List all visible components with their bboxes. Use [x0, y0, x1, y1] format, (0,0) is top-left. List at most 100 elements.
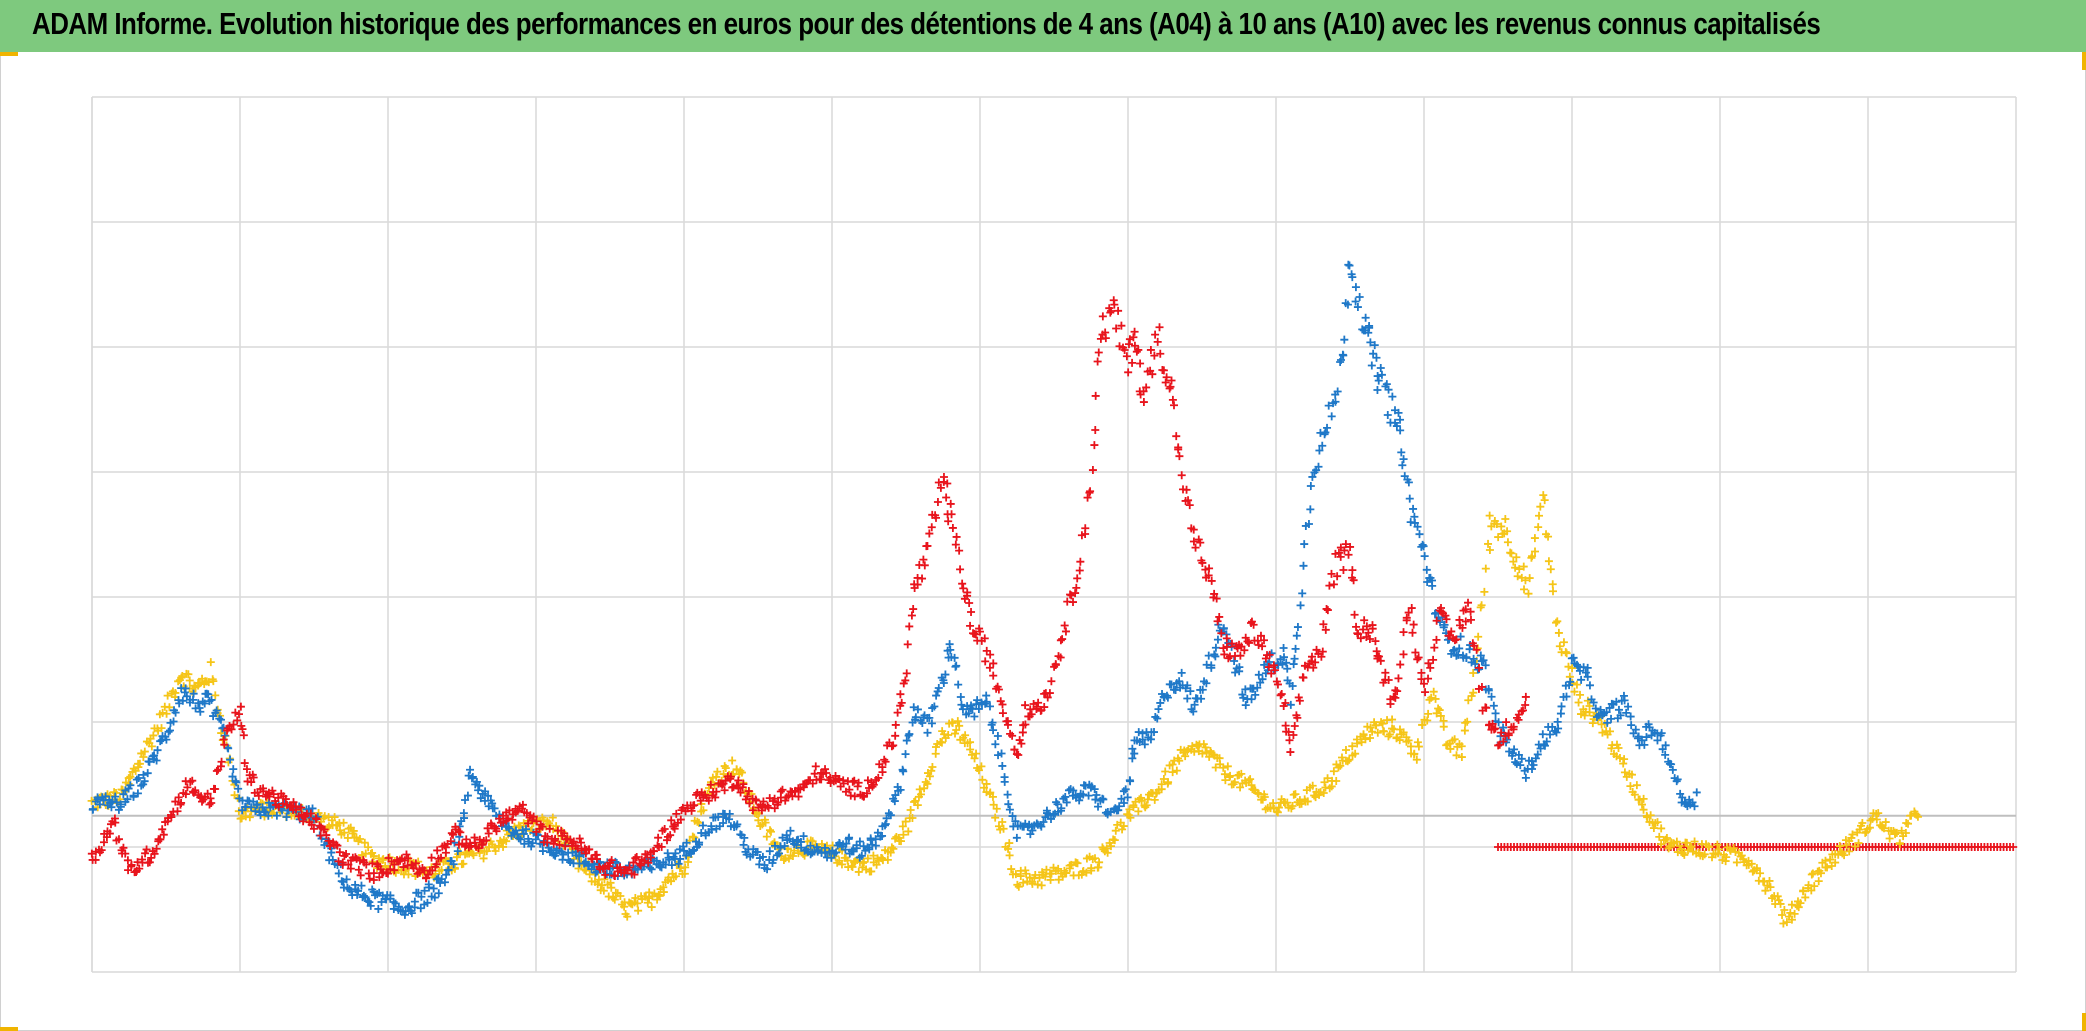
- yellow-marker: [1525, 574, 1534, 583]
- yellow-marker: [1614, 744, 1623, 753]
- red-marker: [1040, 703, 1049, 712]
- blue-marker: [111, 792, 120, 801]
- blue-marker: [1314, 462, 1323, 471]
- blue-marker: [775, 849, 784, 858]
- red-marker: [369, 875, 378, 884]
- red-marker: [734, 784, 743, 793]
- red-marker: [654, 833, 663, 842]
- red-marker: [736, 788, 745, 797]
- blue-marker: [1177, 668, 1186, 677]
- yellow-marker: [953, 717, 962, 726]
- red-marker: [942, 493, 951, 502]
- blue-marker: [857, 851, 866, 860]
- red-marker: [1289, 730, 1298, 739]
- blue-marker: [1239, 693, 1248, 702]
- yellow-marker: [1481, 564, 1490, 573]
- blue-marker: [871, 841, 880, 850]
- yellow-marker: [906, 805, 915, 814]
- red-marker: [1075, 566, 1084, 575]
- yellow-marker: [1539, 491, 1548, 500]
- blue-marker: [1373, 372, 1382, 381]
- yellow-marker: [1431, 694, 1440, 703]
- red-marker: [1386, 700, 1395, 709]
- blue-marker: [901, 750, 910, 759]
- blue-marker: [927, 719, 936, 728]
- red-marker: [167, 813, 176, 822]
- blue-marker: [1569, 653, 1578, 662]
- yellow-marker: [171, 688, 180, 697]
- blue-marker: [547, 846, 556, 855]
- yellow-marker: [978, 775, 987, 784]
- blue-marker: [1090, 785, 1099, 794]
- red-marker: [959, 584, 968, 593]
- yellow-marker: [1570, 687, 1579, 696]
- yellow-marker: [762, 832, 771, 841]
- blue-marker: [1484, 686, 1493, 695]
- red-marker: [1284, 728, 1293, 737]
- red-marker: [181, 790, 190, 799]
- blue-marker: [753, 847, 762, 856]
- yellow-marker: [931, 749, 940, 758]
- yellow-marker: [1572, 680, 1581, 689]
- red-marker: [356, 871, 365, 880]
- yellow-marker: [552, 822, 561, 831]
- yellow-marker: [1559, 638, 1568, 647]
- yellow-marker: [1103, 848, 1112, 857]
- blue-marker: [1003, 790, 1012, 799]
- red-marker: [1167, 376, 1176, 385]
- blue-marker: [516, 835, 525, 844]
- red-marker: [1196, 538, 1205, 547]
- red-marker: [390, 866, 399, 875]
- blue-marker: [1404, 478, 1413, 487]
- blue-marker: [740, 833, 749, 842]
- blue-marker: [997, 749, 1006, 758]
- yellow-marker: [1329, 767, 1338, 776]
- yellow-marker: [1463, 717, 1472, 726]
- red-marker: [1094, 348, 1103, 357]
- blue-marker: [1171, 686, 1180, 695]
- corner-accent-bottom-right: [2082, 1013, 2086, 1031]
- red-marker: [690, 801, 699, 810]
- blue-marker: [1626, 712, 1635, 721]
- red-marker: [1375, 652, 1383, 661]
- blue-marker: [334, 869, 343, 878]
- blue-marker: [688, 846, 697, 855]
- yellow-marker: [1620, 768, 1629, 777]
- yellow-marker: [1823, 863, 1832, 872]
- blue-marker: [1241, 685, 1250, 694]
- yellow-marker: [364, 843, 373, 852]
- red-marker: [1258, 642, 1267, 651]
- blue-marker: [429, 884, 438, 893]
- red-marker: [1376, 656, 1385, 665]
- red-marker: [965, 598, 974, 607]
- red-marker: [1174, 443, 1183, 452]
- blue-marker: [520, 839, 529, 848]
- red-marker: [1323, 606, 1332, 615]
- blue-marker: [1529, 761, 1538, 770]
- red-marker: [585, 845, 594, 854]
- blue-marker: [1300, 540, 1309, 549]
- blue-marker: [365, 898, 374, 907]
- blue-marker: [440, 878, 449, 887]
- blue-marker: [1251, 690, 1260, 699]
- red-marker: [854, 778, 863, 787]
- yellow-marker: [1700, 850, 1709, 859]
- blue-marker: [1340, 335, 1349, 344]
- blue-marker: [645, 863, 654, 872]
- blue-marker: [1372, 353, 1381, 362]
- yellow-marker: [1576, 690, 1585, 699]
- yellow-marker: [490, 843, 499, 852]
- yellow-marker: [1041, 872, 1050, 881]
- blue-marker: [1642, 733, 1651, 742]
- red-marker: [1132, 347, 1141, 356]
- red-marker: [889, 741, 898, 750]
- red-marker: [1502, 718, 1511, 727]
- blue-marker: [1293, 623, 1302, 632]
- red-marker: [114, 835, 123, 844]
- red-marker: [538, 822, 547, 831]
- yellow-marker: [1211, 763, 1220, 772]
- yellow-marker: [1540, 496, 1549, 505]
- yellow-marker: [1810, 882, 1819, 891]
- blue-marker: [123, 795, 132, 804]
- red-marker: [776, 787, 785, 796]
